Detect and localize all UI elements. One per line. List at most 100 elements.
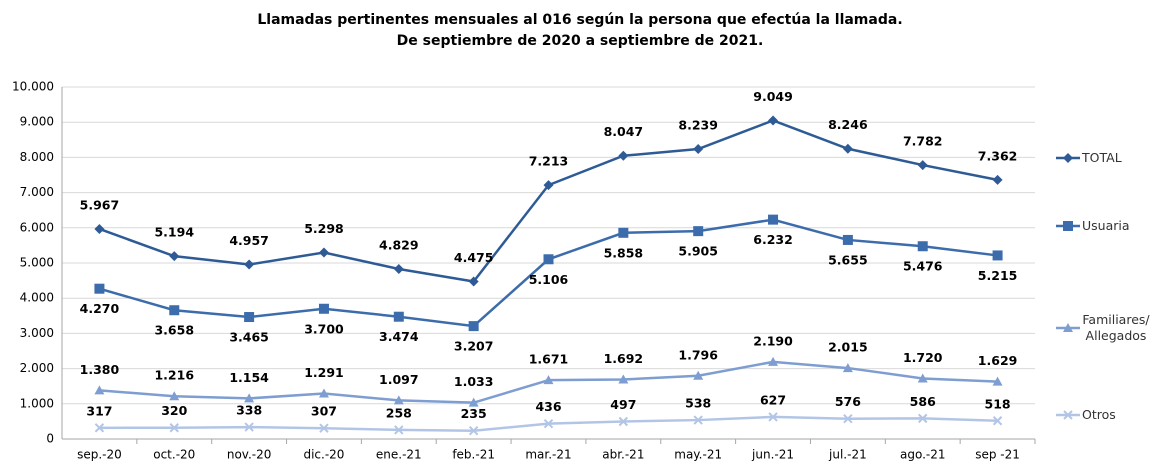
x-tick-label: jun.-21 <box>751 448 794 462</box>
value-label: 307 <box>311 404 337 419</box>
y-tick-label: 9.000 <box>20 115 54 129</box>
x-tick-label: oct.-20 <box>153 448 195 462</box>
point <box>468 397 479 407</box>
y-tick-label: 0 <box>46 432 54 446</box>
point <box>917 241 928 252</box>
y-tick-label: 3.000 <box>20 326 54 340</box>
value-label: 235 <box>461 406 487 421</box>
value-label: 1.216 <box>154 368 194 383</box>
value-label: 518 <box>985 396 1011 411</box>
chart-subtitle: De septiembre de 2020 a septiembre de 20… <box>397 33 764 49</box>
point <box>318 247 329 258</box>
point <box>918 413 928 424</box>
y-tick-label: 2.000 <box>20 361 54 375</box>
point <box>992 250 1003 261</box>
value-label: 1.291 <box>304 365 344 380</box>
point <box>1063 221 1073 231</box>
point <box>842 234 853 245</box>
value-label: 1.720 <box>903 350 943 365</box>
value-label: 8.239 <box>678 117 718 132</box>
value-label: 3.700 <box>304 321 344 336</box>
point <box>244 422 254 432</box>
value-label: 4.270 <box>80 301 120 316</box>
y-tick-label: 4.000 <box>20 291 54 305</box>
value-label: 8.047 <box>604 124 644 139</box>
value-label: 5.106 <box>529 272 569 287</box>
point <box>394 425 404 435</box>
value-label: 1.671 <box>529 352 569 367</box>
point <box>618 150 629 161</box>
point <box>618 227 629 238</box>
point <box>618 416 629 427</box>
point <box>543 180 554 191</box>
point <box>468 276 479 287</box>
point <box>693 370 704 380</box>
point <box>843 414 853 424</box>
point <box>992 416 1003 426</box>
value-label: 1.033 <box>454 374 494 389</box>
value-label: 6.232 <box>753 232 793 247</box>
value-label: 1.097 <box>379 372 419 387</box>
point <box>468 321 479 332</box>
point <box>693 143 704 154</box>
x-tick-label: ago.-21 <box>900 448 946 462</box>
value-label: 1.796 <box>678 347 718 362</box>
value-label: 4.475 <box>454 250 494 265</box>
value-label: 258 <box>386 405 412 420</box>
value-label: 320 <box>161 403 187 418</box>
value-label: 497 <box>610 397 636 412</box>
value-label: 5.215 <box>978 268 1018 283</box>
point <box>169 391 180 401</box>
point <box>468 426 479 436</box>
value-label: 2.015 <box>828 340 868 355</box>
value-label: 5.905 <box>678 244 718 259</box>
x-tick-label: ene.-21 <box>376 448 422 462</box>
value-label: 1.380 <box>80 362 120 377</box>
value-label: 3.658 <box>154 323 194 338</box>
value-label: 5.967 <box>80 197 120 212</box>
point <box>543 418 554 429</box>
x-tick-label: jul.-21 <box>828 448 867 462</box>
value-label: 436 <box>535 399 561 414</box>
point <box>393 311 404 322</box>
value-label: 4.957 <box>229 233 269 248</box>
x-tick-label: mar.-21 <box>525 448 571 462</box>
point <box>393 395 404 405</box>
x-tick-label: abr.-21 <box>602 448 644 462</box>
point <box>768 214 779 225</box>
point <box>618 374 629 384</box>
x-tick-label: sep -21 <box>975 448 1020 462</box>
point <box>393 264 404 275</box>
value-label: 3.207 <box>454 339 494 354</box>
point <box>768 356 779 366</box>
x-tick-label: dic.-20 <box>303 448 344 462</box>
value-label: 7.213 <box>529 154 569 169</box>
point <box>318 303 329 314</box>
point <box>318 388 329 398</box>
point <box>992 376 1003 386</box>
value-label: 8.246 <box>828 117 868 132</box>
point <box>244 312 255 323</box>
point <box>543 375 554 385</box>
point <box>768 412 778 422</box>
point <box>244 393 255 403</box>
point <box>768 115 779 126</box>
point <box>244 259 255 270</box>
x-tick-label: sep.-20 <box>77 448 122 462</box>
point <box>917 160 928 171</box>
value-label: 1.629 <box>978 353 1018 368</box>
y-tick-label: 7.000 <box>20 185 54 199</box>
y-tick-label: 5.000 <box>20 256 54 270</box>
value-label: 1.692 <box>604 351 644 366</box>
value-label: 1.154 <box>229 370 269 385</box>
value-label: 7.782 <box>903 134 943 149</box>
legend-label: Familiares/ Allegados <box>1082 312 1150 343</box>
value-label: 338 <box>236 403 262 418</box>
point <box>842 363 853 373</box>
point <box>319 423 329 433</box>
point <box>94 223 105 234</box>
point <box>169 251 180 262</box>
point <box>543 254 554 265</box>
